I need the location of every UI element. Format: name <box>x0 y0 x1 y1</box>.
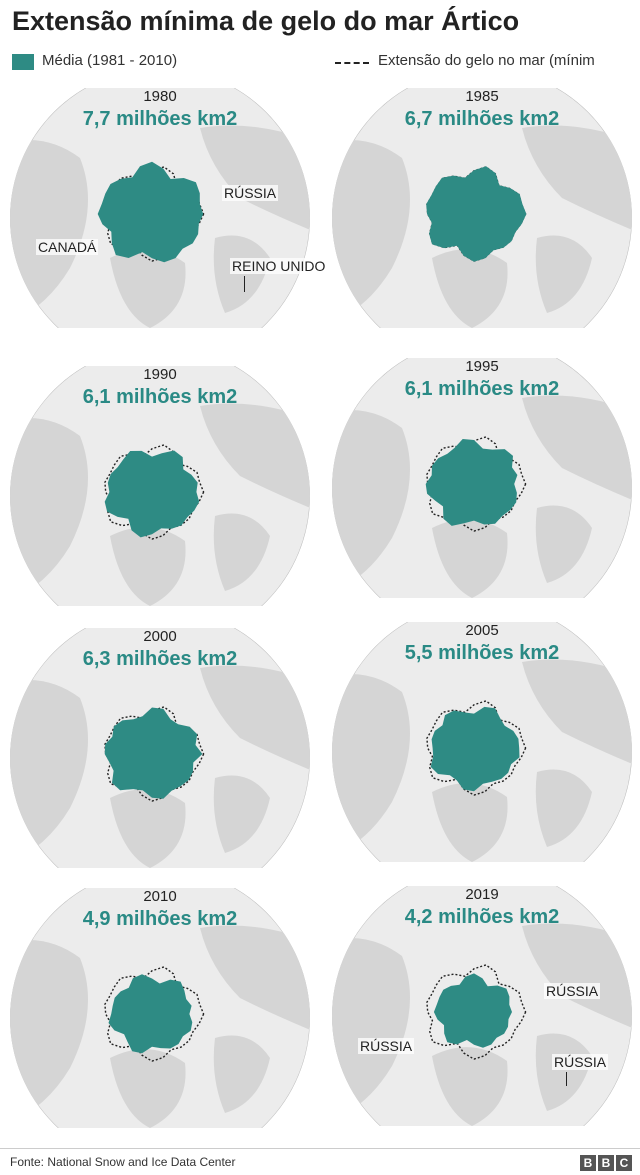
uk-pointer <box>244 276 245 292</box>
sea-ice-area <box>430 706 520 792</box>
globe-map <box>332 358 632 598</box>
map-label-russia: RÚSSIA <box>222 185 279 201</box>
map-label-russia: RÚSSIA <box>544 983 601 999</box>
map-panel: 2000 6,3 milhões km2 <box>0 628 320 898</box>
legend-average-label: Média (1981 - 2010) <box>42 52 178 69</box>
land-europe <box>535 505 592 583</box>
sea-ice-area <box>97 161 204 263</box>
panel-year: 2010 <box>143 888 177 905</box>
globe-map <box>332 886 632 1126</box>
source-note: Fonte: National Snow and Ice Data Center <box>10 1155 236 1169</box>
map-panel: 1995 6,1 milhões km2 <box>322 358 640 628</box>
globe-map <box>332 622 632 862</box>
map-label-russia: RÚSSIA <box>358 1038 415 1054</box>
sea-ice-area <box>104 707 203 799</box>
average-extent-outline <box>104 966 205 1062</box>
land-europe <box>213 513 270 591</box>
globe-group <box>10 88 310 328</box>
map-panel: 2010 4,9 milhões km2 <box>0 888 320 1158</box>
land-europe <box>213 1035 270 1113</box>
map-label-russia: RÚSSIA <box>552 1054 609 1070</box>
sea-ice-area <box>104 450 200 538</box>
footer-divider <box>0 1148 640 1149</box>
panel-extent: 4,9 milhões km2 <box>82 908 238 930</box>
panel-year: 2005 <box>465 622 499 639</box>
sea-ice-area <box>425 439 518 526</box>
map-panel: 2019 4,2 milhões km2 RÚSSIA RÚSSIA RÚSSI… <box>322 886 640 1156</box>
extent-dash-line <box>335 62 369 64</box>
map-panel: 1990 6,1 milhões km2 <box>0 366 320 636</box>
sea-ice-area <box>426 166 527 262</box>
panel-year: 2000 <box>143 628 177 645</box>
panel-year: 2019 <box>465 886 499 903</box>
panel-extent: 6,3 milhões km2 <box>82 648 238 670</box>
panel-extent: 6,7 milhões km2 <box>404 108 560 130</box>
panel-year: 1995 <box>465 358 499 375</box>
panel-extent: 5,5 milhões km2 <box>404 642 560 664</box>
land-greenland <box>110 527 186 606</box>
map-panel: 1980 7,7 milhões km2 RÚSSIA CANADÁ REINO… <box>0 88 328 358</box>
bbc-logo: B B C <box>580 1155 632 1171</box>
globe-map <box>10 888 310 1128</box>
average-extent-outline <box>426 436 527 532</box>
globe-map <box>10 366 310 606</box>
land-greenland <box>432 783 508 862</box>
sea-ice-area <box>108 974 193 1054</box>
globe-map <box>10 628 310 868</box>
map-label-uk: REINO UNIDO <box>230 258 328 274</box>
land-europe <box>535 235 592 313</box>
panel-extent: 7,7 milhões km2 <box>82 108 238 130</box>
land-europe <box>535 769 592 847</box>
land-greenland <box>432 519 508 598</box>
average-extent-outline <box>426 964 527 1060</box>
map-panel: 2005 5,5 milhões km2 <box>322 622 640 892</box>
map-label-canada: CANADÁ <box>36 239 99 255</box>
globe-group <box>332 88 632 328</box>
map-panel: 1985 6,7 milhões km2 <box>322 88 640 358</box>
legend: Média (1981 - 2010) Extensão do gelo no … <box>12 52 640 74</box>
land-greenland <box>110 789 186 868</box>
land-europe <box>213 775 270 853</box>
panel-extent: 4,2 milhões km2 <box>404 906 560 928</box>
panel-extent: 6,1 milhões km2 <box>82 386 238 408</box>
average-extent-outline <box>104 166 205 262</box>
land-greenland <box>432 249 508 328</box>
panel-year: 1990 <box>143 366 177 383</box>
land-europe <box>535 1033 592 1111</box>
panel-extent: 6,1 milhões km2 <box>404 378 560 400</box>
sea-ice-area <box>433 973 512 1048</box>
logo-letter: C <box>616 1155 632 1171</box>
land-europe <box>213 235 270 313</box>
logo-letter: B <box>580 1155 596 1171</box>
russia-pointer <box>566 1072 567 1086</box>
globe-map <box>10 88 310 328</box>
land-greenland <box>432 1047 508 1126</box>
panel-year: 1985 <box>465 88 499 105</box>
average-extent-outline <box>104 706 205 802</box>
legend-extent-label: Extensão do gelo no mar (mínim <box>378 52 595 69</box>
land-greenland <box>110 249 186 328</box>
land-greenland <box>110 1049 186 1128</box>
panel-year: 1980 <box>143 88 177 105</box>
globe-map <box>332 88 632 328</box>
logo-letter: B <box>598 1155 614 1171</box>
page-title: Extensão mínima de gelo do mar Ártico <box>12 6 520 36</box>
globe-group <box>332 358 632 598</box>
average-swatch <box>12 54 34 70</box>
